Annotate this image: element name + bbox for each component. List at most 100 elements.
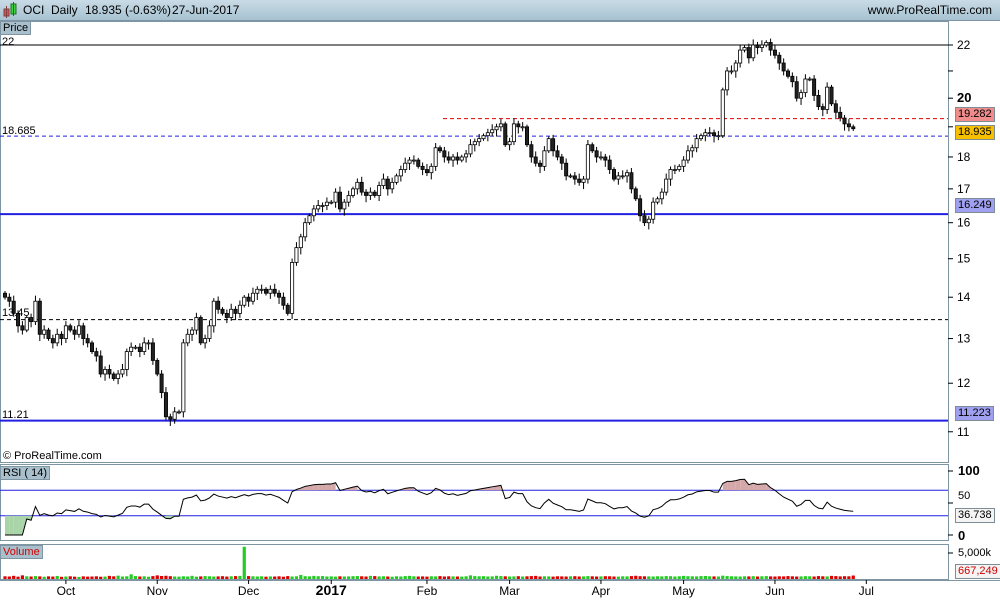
candle — [659, 188, 664, 205]
volume-bar — [686, 576, 690, 579]
volume-bar — [164, 575, 168, 579]
volume-bar — [690, 576, 694, 579]
candle — [198, 315, 203, 346]
candle — [799, 89, 804, 105]
candle-body — [768, 42, 773, 51]
copyright: © ProRealTime.com — [3, 450, 102, 462]
volume-bar — [99, 576, 103, 579]
candle-body — [455, 156, 460, 161]
candle-body — [546, 138, 551, 152]
candle — [629, 167, 634, 194]
volume-bar — [542, 576, 546, 579]
candle-body — [7, 296, 12, 302]
candle — [498, 119, 503, 132]
candle-body — [772, 49, 777, 56]
candle — [329, 199, 334, 205]
candle-body — [33, 300, 38, 323]
candle-body — [50, 338, 55, 344]
candle — [777, 52, 782, 70]
volume-bar — [281, 576, 285, 579]
volume-bar — [347, 576, 351, 579]
candle-body — [716, 135, 721, 138]
candle — [150, 338, 155, 365]
volume-bar — [260, 576, 264, 579]
candle — [324, 197, 329, 211]
volume-bar — [682, 575, 686, 579]
candle-body — [137, 346, 142, 352]
candle-body — [424, 169, 429, 174]
candle-body — [598, 156, 603, 159]
candle — [233, 306, 238, 321]
left-label-black-level: 13.45 — [2, 307, 30, 319]
candle — [229, 303, 234, 321]
candle — [503, 121, 508, 147]
site-link[interactable]: www.ProRealTime.com — [867, 3, 992, 17]
candle — [433, 143, 438, 171]
volume-bar — [847, 576, 851, 579]
candle-body — [551, 138, 556, 152]
candle-body — [829, 86, 834, 105]
volume-bar — [499, 576, 503, 579]
y-tick-label: 13 — [957, 332, 971, 346]
candle-body — [350, 188, 355, 196]
volume-bar — [455, 576, 459, 579]
candle — [120, 363, 125, 378]
candle-body — [568, 175, 573, 178]
volume-bar — [769, 576, 773, 579]
candle-body — [825, 86, 830, 110]
candle — [290, 258, 295, 319]
candle — [590, 142, 595, 154]
volume-bar — [59, 576, 64, 579]
candle-body — [372, 191, 377, 196]
candle — [155, 358, 160, 377]
candle — [203, 334, 208, 349]
candle-body — [398, 169, 403, 177]
candle — [538, 160, 543, 174]
candle — [807, 76, 812, 82]
volume-bar — [751, 576, 755, 579]
candle-body — [85, 338, 90, 344]
volume-bar — [168, 576, 172, 579]
candle-body — [651, 201, 656, 220]
candle — [103, 366, 108, 381]
volume-bar — [712, 576, 716, 579]
volume-bar — [581, 576, 586, 579]
volume-bar — [373, 576, 377, 579]
volume-bar — [603, 576, 607, 579]
candle-body — [751, 44, 756, 59]
candle-body — [433, 147, 438, 167]
volume-bar — [586, 576, 590, 579]
volume-bar — [829, 575, 834, 579]
volume-bar — [451, 576, 455, 579]
candle — [520, 122, 525, 132]
candle — [725, 67, 730, 96]
candle-body — [272, 288, 277, 294]
candle — [255, 286, 260, 300]
volume-bar — [212, 576, 216, 579]
candle — [68, 323, 73, 333]
candle-body — [851, 126, 856, 130]
candle-body — [638, 198, 643, 217]
volume-bar — [316, 576, 320, 579]
candle — [385, 176, 390, 196]
candle — [390, 177, 395, 194]
volume-bar — [651, 576, 655, 579]
candle — [677, 164, 682, 172]
candle-body — [712, 132, 717, 137]
candle — [3, 291, 8, 300]
candle-body — [468, 144, 473, 155]
candle — [337, 186, 342, 213]
x-tick-label: Feb — [417, 584, 438, 598]
candle — [168, 413, 173, 426]
candle-body — [720, 89, 725, 137]
candle — [759, 40, 764, 53]
support-low-badge: 11.223 — [955, 406, 994, 421]
volume-bar — [438, 576, 442, 579]
candle — [490, 124, 495, 137]
volume-bar — [125, 576, 129, 579]
candle — [794, 76, 799, 102]
volume-bar — [699, 576, 703, 579]
last-price-badge: 18.935 — [955, 125, 995, 140]
candle — [672, 164, 677, 174]
